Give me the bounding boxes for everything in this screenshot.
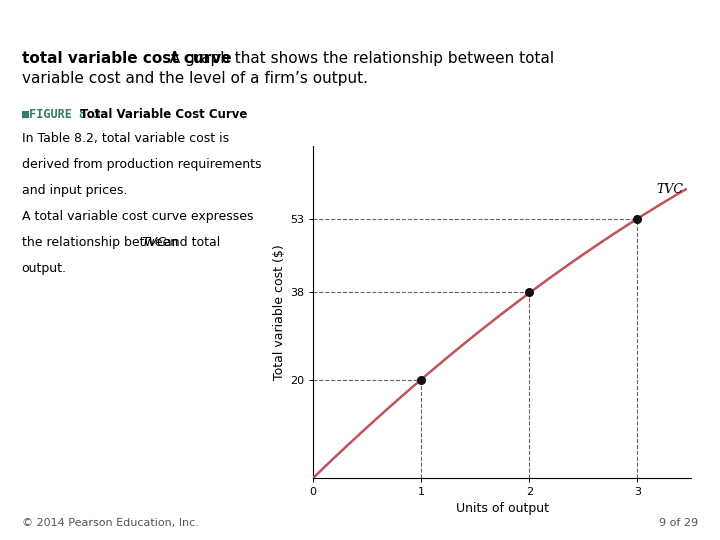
Text: A graph that shows the relationship between total: A graph that shows the relationship betw…: [160, 51, 554, 66]
Text: Total Variable Cost Curve: Total Variable Cost Curve: [76, 108, 247, 121]
Text: output.: output.: [22, 262, 66, 275]
Text: and input prices.: and input prices.: [22, 184, 127, 197]
Text: TVC: TVC: [657, 183, 683, 196]
Text: 9 of 29: 9 of 29: [660, 518, 698, 528]
Text: TVC: TVC: [141, 236, 166, 249]
Text: and total: and total: [160, 236, 220, 249]
Text: variable cost and the level of a firm’s output.: variable cost and the level of a firm’s …: [22, 71, 368, 86]
Text: derived from production requirements: derived from production requirements: [22, 158, 261, 171]
Text: the relationship between: the relationship between: [22, 236, 181, 249]
Text: ■FIGURE 8.3: ■FIGURE 8.3: [22, 108, 100, 121]
Text: total variable cost curve: total variable cost curve: [22, 51, 231, 66]
Text: © 2014 Pearson Education, Inc.: © 2014 Pearson Education, Inc.: [22, 518, 199, 528]
Text: In Table 8.2, total variable cost is: In Table 8.2, total variable cost is: [22, 132, 229, 145]
Y-axis label: Total variable cost ($): Total variable cost ($): [273, 244, 286, 380]
X-axis label: Units of output: Units of output: [456, 503, 549, 516]
Text: A total variable cost curve expresses: A total variable cost curve expresses: [22, 210, 253, 223]
